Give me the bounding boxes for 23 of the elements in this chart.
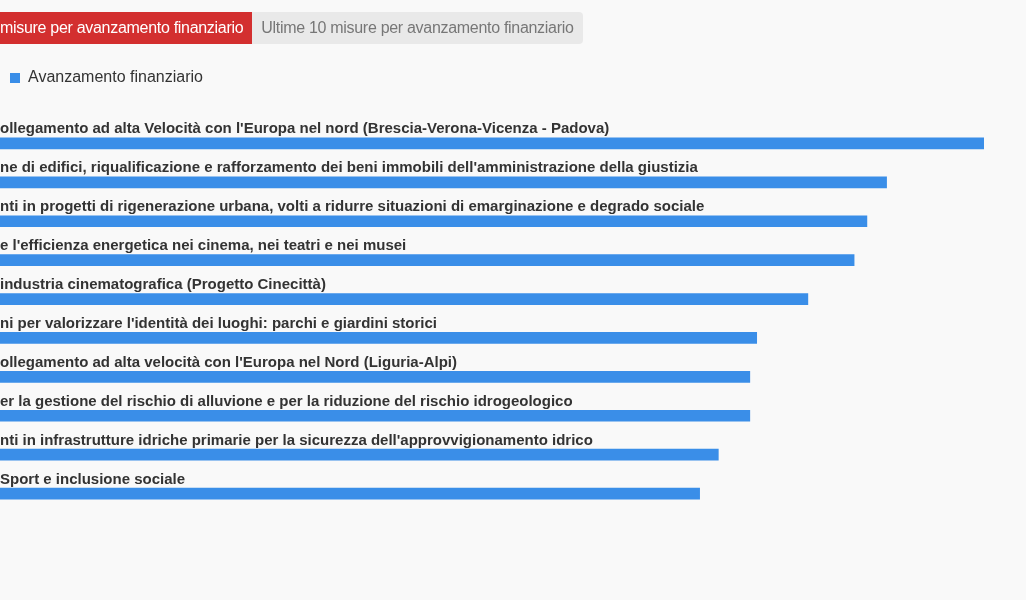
bar (0, 371, 751, 383)
bar (0, 332, 758, 344)
y-tick-label: nti in infrastrutture idriche primarie per la sicurezza dell'approvvigionamento idrico (0, 430, 593, 448)
y-tick-label: Sport e inclusione sociale (0, 469, 186, 487)
bar (0, 137, 984, 150)
y-tick-label: nti in progetti di rigenerazione urbana, volti a ridurre situazioni di emarginazione e degrado sociale (0, 197, 705, 215)
y-tick-label: ne di edifici, riqualificazione e rafforzamento dei beni immobili dell'amministrazione della giustizia (0, 158, 699, 176)
text: misure per avanzamento finanziario (0, 12, 253, 44)
bar (0, 487, 700, 500)
legend-label: Avanzamento finanziario (28, 68, 204, 86)
y-tick-label: ollegamento ad alta velocità con l'Europa nel Nord (Liguria-Alpi) (0, 352, 457, 370)
text: Ultime 10 misure per avanzamento finanziario (252, 12, 583, 44)
y-tick-label: ollegamento ad alta Velocità con l'Europa nel nord (Brescia-Verona-Vicenza - Padova) (0, 119, 610, 137)
bar (0, 409, 751, 422)
bar (0, 215, 868, 228)
bar (0, 448, 719, 461)
y-tick-label: er la gestione del rischio di alluvione e per la riduzione del rischio idrogeologico (0, 391, 573, 409)
y-tick-label: industria cinematografica (Progetto Cinecittà) (0, 275, 326, 293)
y-tick-label: ni per valorizzare l'identità dei luoghi: parchi e giardini storici (0, 313, 437, 331)
bar (0, 293, 809, 305)
bar (0, 176, 887, 189)
y-tick-label: e l'efficienza energetica nei cinema, nei teatri e nei musei (0, 236, 407, 254)
bar (0, 254, 855, 266)
